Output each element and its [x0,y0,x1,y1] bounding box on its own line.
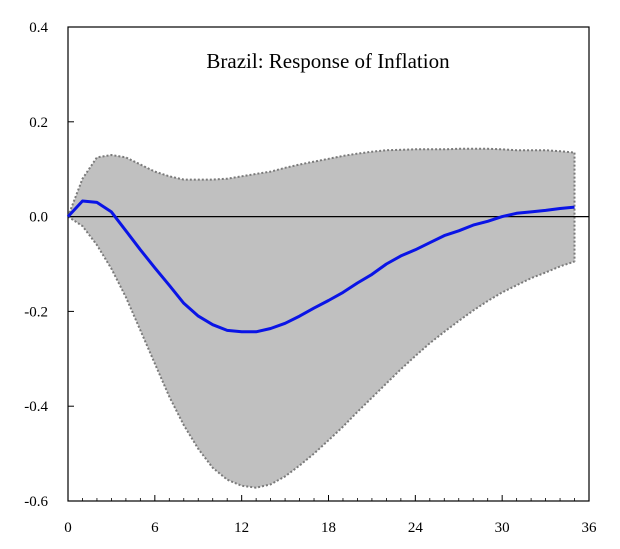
x-tick-label: 6 [151,520,159,536]
y-tick-label: 0.2 [29,115,48,131]
y-tick-label: -0.6 [24,494,48,510]
lower-band-line [67,215,575,489]
y-tick-label: -0.4 [24,399,48,415]
y-tick-label: 0.0 [29,210,48,226]
x-tick-label: 12 [234,520,249,536]
x-tick-label: 0 [64,520,72,536]
x-tick-label: 24 [408,520,424,536]
x-tick-label: 18 [321,520,336,536]
x-tick-label: 36 [582,520,598,536]
response-line [66,199,575,334]
confidence-band [67,147,576,489]
x-tick-label: 30 [495,520,510,536]
upper-band-line [67,147,575,217]
y-tick-label: 0.4 [29,20,48,36]
band-area [68,148,575,488]
y-tick-label: -0.2 [24,304,48,320]
response-series [66,199,575,334]
chart-title: Brazil: Response of Inflation [206,49,450,73]
